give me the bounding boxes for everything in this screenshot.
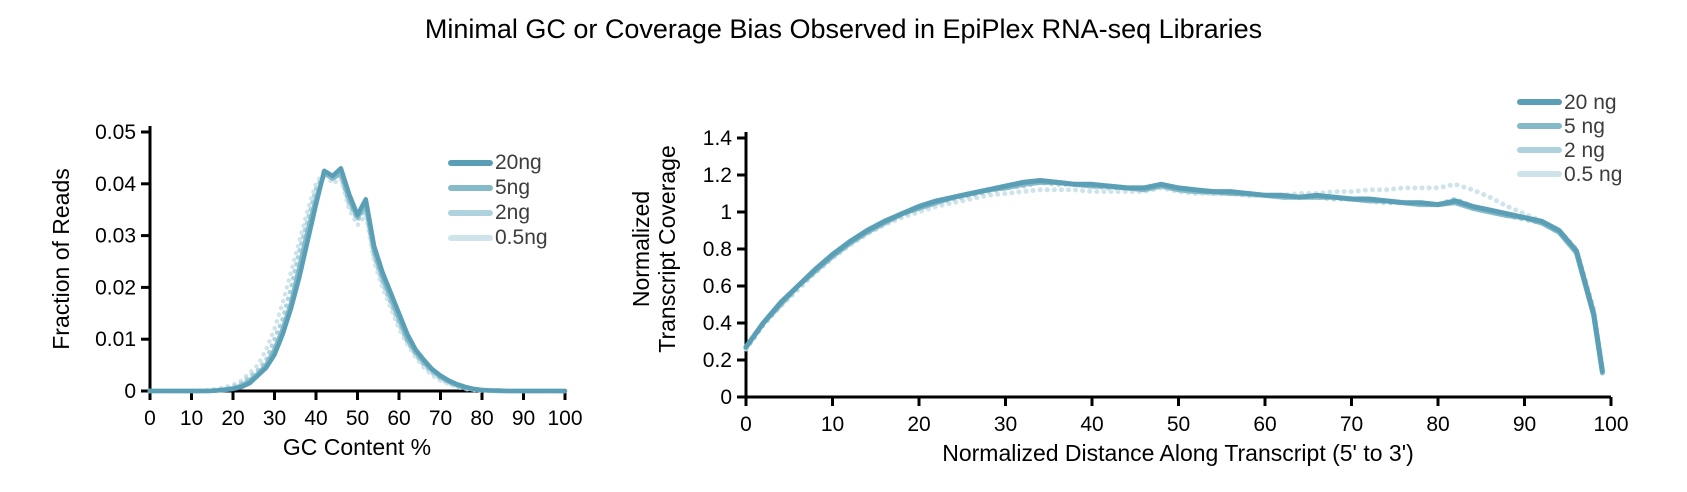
x-tick-label: 30 (263, 407, 286, 430)
y-tick-label: 0.02 (95, 276, 136, 299)
x-tick-label: 80 (1426, 413, 1449, 436)
legend-label: 5ng (495, 176, 531, 199)
y-tick-label: 0 (720, 386, 732, 409)
y-tick-label: 0.01 (95, 328, 136, 351)
x-tick-label: 50 (346, 407, 369, 430)
x-tick-label: 40 (1080, 413, 1103, 436)
gc-x-axis-title: GC Content % (283, 434, 431, 460)
legend-label: 2ng (495, 201, 531, 224)
x-tick-label: 90 (512, 407, 535, 430)
legend-item: 20 ng (1517, 90, 1622, 114)
coverage-y-axis-title-line2: Transcript Coverage (654, 145, 680, 353)
legend-label: 0.5ng (495, 226, 548, 249)
y-tick-label: 0.03 (95, 225, 136, 248)
gc-legend: 20ng 5ng 2ng 0.5ng (448, 150, 548, 250)
gc-y-axis-title: Fraction of Reads (48, 168, 74, 350)
legend-item: 0.5 ng (1517, 162, 1622, 186)
legend-line-swatch-20ng (1517, 99, 1562, 105)
legend-item: 20ng (448, 150, 548, 175)
y-tick-label: 0.8 (703, 238, 732, 261)
coverage-y-axis-title-line1: Normalized (630, 191, 654, 307)
legend-label: 5 ng (1564, 114, 1605, 138)
x-tick-label: 80 (470, 407, 493, 430)
legend-item: 2 ng (1517, 138, 1622, 162)
legend-line-swatch-20ng (448, 159, 493, 166)
coverage-series-group (743, 178, 1605, 376)
y-tick-label: 0.4 (703, 312, 733, 335)
legend-item: 5 ng (1517, 114, 1622, 138)
x-tick-label: 60 (387, 407, 410, 430)
series-line-20ng (147, 166, 568, 394)
x-tick-label: 10 (180, 407, 203, 430)
x-tick-label: 30 (994, 413, 1017, 436)
gc-axes-group: 0 10 20 30 40 50 60 70 80 90 100 0 0.01 0.02 0.03 0.04 0… (95, 121, 582, 430)
legend-line-swatch-0.5ng (1517, 171, 1562, 177)
gc-series-group (147, 166, 568, 394)
x-tick-label: 0 (144, 407, 156, 430)
x-tick-label: 100 (547, 407, 582, 430)
x-tick-label: 100 (1593, 413, 1628, 436)
legend-line-swatch-5ng (448, 184, 493, 191)
series-line-5ng (743, 179, 1605, 376)
legend-line-swatch-2ng (448, 209, 493, 216)
series-line-0.5ng (743, 181, 1605, 370)
x-tick-label: 50 (1167, 413, 1190, 436)
legend-item: 5ng (448, 175, 548, 200)
legend-item: 2ng (448, 200, 548, 225)
coverage-legend: 20 ng 5 ng 2 ng 0.5 ng (1517, 90, 1622, 186)
legend-line-swatch-5ng (1517, 123, 1562, 129)
legend-label: 20 ng (1564, 90, 1617, 114)
y-tick-label: 1 (720, 201, 732, 224)
x-tick-label: 20 (907, 413, 930, 436)
x-tick-label: 70 (429, 407, 452, 430)
gc-content-plot: 0 10 20 30 40 50 60 70 80 90 100 0 0.01 0.02 0.03 0.04 0… (48, 121, 583, 460)
coverage-axes-group: 0 10 20 30 40 50 60 70 80 90 100 0 0.2 0.4 0.6 0.8 1 1.2 1… (703, 127, 1629, 436)
legend-label: 2 ng (1564, 138, 1605, 162)
x-tick-label: 90 (1513, 413, 1536, 436)
legend-line-swatch-0.5ng (448, 234, 493, 241)
y-tick-label: 0 (124, 380, 136, 403)
x-tick-label: 70 (1340, 413, 1363, 436)
x-tick-label: 40 (304, 407, 327, 430)
x-tick-label: 20 (221, 407, 244, 430)
y-tick-label: 0.05 (95, 121, 136, 144)
legend-label: 0.5 ng (1564, 162, 1623, 186)
y-tick-label: 1.4 (703, 127, 733, 150)
x-tick-label: 0 (740, 413, 752, 436)
legend-line-swatch-2ng (1517, 147, 1562, 153)
y-tick-label: 0.2 (703, 349, 732, 372)
figure-title: Minimal GC or Coverage Bias Observed in … (424, 14, 1263, 44)
y-tick-label: 1.2 (703, 164, 732, 187)
x-tick-label: 60 (1253, 413, 1276, 436)
legend-item: 0.5ng (448, 225, 548, 250)
axis-line (744, 132, 1611, 399)
series-line-20ng (743, 178, 1605, 374)
coverage-plot: 0 10 20 30 40 50 60 70 80 90 100 0 0.2 0.4 0.6 0.8 1 1.2 1… (630, 127, 1629, 466)
legend-label: 20ng (495, 151, 542, 174)
x-tick-label: 10 (821, 413, 844, 436)
y-tick-label: 0.04 (95, 173, 136, 196)
y-tick-label: 0.6 (703, 275, 732, 298)
coverage-x-axis-title: Normalized Distance Along Transcript (5'… (942, 440, 1414, 466)
